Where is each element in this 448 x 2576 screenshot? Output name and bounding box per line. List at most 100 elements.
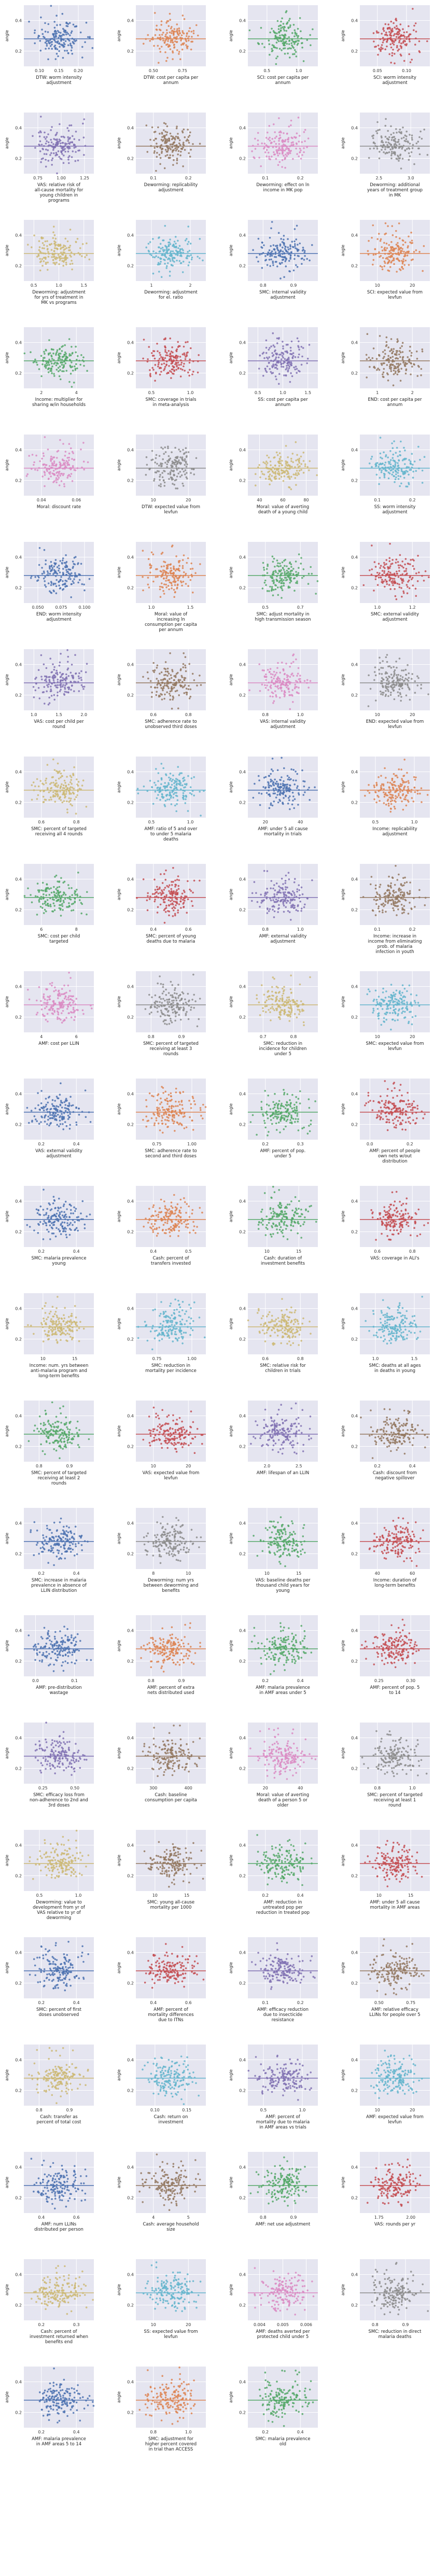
scatter-point <box>44 22 46 24</box>
scatter-point <box>39 258 41 260</box>
scatter-point <box>386 41 388 43</box>
scatter-point <box>381 680 383 682</box>
scatter-point <box>173 572 175 574</box>
x-tick-label: 0.5 <box>255 390 261 395</box>
scatter-point <box>312 28 314 31</box>
scatter-point <box>187 264 190 267</box>
scatter-point <box>50 796 52 799</box>
scatter-point <box>291 466 293 468</box>
scatter-point <box>149 138 151 141</box>
scatter-point <box>299 678 301 680</box>
scatter-point <box>393 578 396 580</box>
scatter-point <box>296 368 298 370</box>
scatter-point <box>265 144 268 146</box>
scatter-point <box>52 259 54 261</box>
scatter-point <box>401 148 403 150</box>
scatter-point <box>178 51 180 53</box>
scatter-point <box>296 225 298 227</box>
scatter-point <box>165 22 167 24</box>
x-axis-label: MK vs programs <box>41 300 77 305</box>
scatter-point <box>386 661 388 663</box>
scatter-point <box>394 465 397 467</box>
scatter-point <box>385 118 387 120</box>
scatter-point <box>177 579 179 581</box>
scatter-point <box>168 139 171 142</box>
scatter-point <box>41 475 44 478</box>
scatter-point <box>167 472 170 475</box>
scatter-point <box>284 149 286 152</box>
scatter-point <box>384 585 386 588</box>
scatter-point <box>183 692 186 694</box>
scatter-point <box>178 53 180 55</box>
scatter-point <box>403 477 405 479</box>
scatter-point <box>75 351 77 354</box>
scatter-point <box>385 559 388 561</box>
scatter-point <box>378 668 380 671</box>
scatter-point <box>271 555 274 557</box>
scatter-point <box>169 694 172 697</box>
scatter-point <box>281 572 283 575</box>
scatter-point <box>306 146 308 148</box>
scatter-point <box>390 133 393 136</box>
scatter-point <box>267 254 269 256</box>
scatter-point <box>269 483 271 485</box>
x-tick-label: 0.7 <box>297 605 304 610</box>
scatter-point <box>288 20 290 22</box>
x-axis-label: SS: cost per capita per <box>258 397 308 402</box>
scatter-point <box>50 129 52 131</box>
scatter-point <box>295 238 297 241</box>
scatter-point <box>57 143 59 145</box>
scatter-point <box>159 475 161 478</box>
scatter-point <box>161 133 163 135</box>
scatter-point <box>287 153 289 156</box>
scatter-point <box>163 667 165 670</box>
scatter-point <box>167 685 169 688</box>
scatter-point <box>49 45 52 47</box>
scatter-point <box>40 654 43 656</box>
scatter-point <box>61 35 63 37</box>
scatter-point <box>293 49 296 51</box>
x-tick-label: 1.5 <box>187 605 194 610</box>
scatter-point <box>165 44 167 46</box>
scatter-point <box>67 578 69 580</box>
y-tick-label: 0.2 <box>351 479 358 483</box>
scatter-point <box>164 142 166 144</box>
scatter-point <box>163 369 165 371</box>
scatter-point <box>168 588 170 591</box>
x-axis-label: annum <box>275 402 291 408</box>
scatter-point <box>197 256 199 258</box>
scatter-point <box>290 349 292 352</box>
scatter-point <box>34 576 36 578</box>
scatter-point <box>164 262 166 265</box>
scatter-point <box>381 246 383 248</box>
scatter-point <box>156 667 158 669</box>
scatter-point <box>59 587 62 589</box>
scatter-point <box>50 152 52 155</box>
scatter-point <box>46 136 48 138</box>
scatter-point <box>82 442 85 444</box>
scatter-point <box>281 589 284 591</box>
scatter-point <box>394 673 396 675</box>
scatter-point <box>261 353 264 355</box>
scatter-point <box>60 248 62 250</box>
scatter-point <box>272 695 274 698</box>
scatter-point <box>184 458 186 460</box>
scatter-point <box>181 369 184 371</box>
scatter-point <box>279 460 281 462</box>
plot-area <box>136 649 206 710</box>
scatter-point <box>45 165 47 168</box>
scatter-point <box>289 256 292 259</box>
scatter-point <box>43 357 45 359</box>
scatter-point <box>64 248 66 250</box>
scatter-point <box>296 675 298 677</box>
scatter-point <box>408 459 410 461</box>
scatter-point <box>269 585 271 588</box>
scatter-point <box>276 353 278 355</box>
scatter-point <box>393 690 395 692</box>
scatter-point <box>161 476 164 479</box>
scatter-point <box>391 356 394 358</box>
scatter-point <box>69 354 72 356</box>
scatter-point <box>400 368 402 370</box>
scatter-point <box>296 454 298 456</box>
scatter-point <box>159 588 161 591</box>
